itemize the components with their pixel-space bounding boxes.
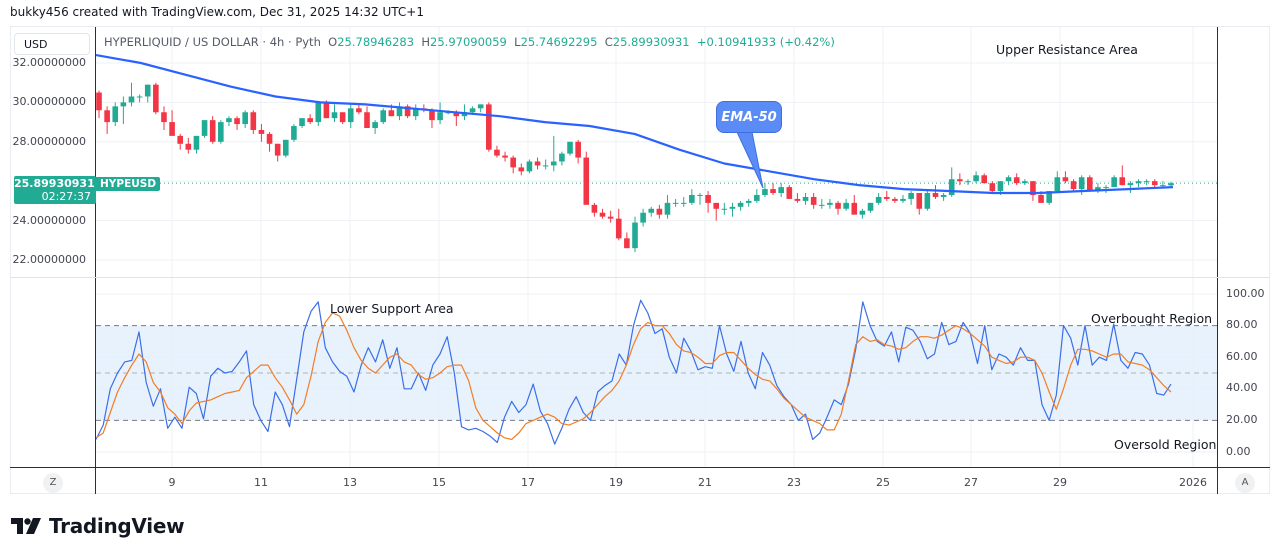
osc-axis-label: 100.00 xyxy=(1226,287,1265,300)
price-axis-label: 30.00000000 xyxy=(12,95,86,108)
time-axis-label: 11 xyxy=(254,476,268,489)
time-axis-label: 29 xyxy=(1053,476,1067,489)
time-axis-label: 25 xyxy=(876,476,890,489)
osc-axis-label: 20.00 xyxy=(1226,413,1258,426)
osc-axis-label: 40.00 xyxy=(1226,381,1258,394)
bar-countdown: 02:27:37 xyxy=(41,190,91,203)
time-axis-label: 13 xyxy=(343,476,357,489)
time-axis-label: 19 xyxy=(609,476,623,489)
symbol-description[interactable]: HYPERLIQUID / US DOLLAR · 4h · Pyth xyxy=(104,35,321,49)
lower-support-annotation: Lower Support Area xyxy=(330,301,454,316)
osc-axis-label: 60.00 xyxy=(1226,350,1258,363)
open-value: 25.78946283 xyxy=(337,35,415,49)
oversold-annotation: Oversold Region xyxy=(1114,437,1217,452)
logo-text: TradingView xyxy=(49,514,185,538)
auto-scale-button[interactable]: A xyxy=(1235,473,1255,493)
timezone-toggle-button[interactable]: Z xyxy=(43,473,63,493)
overbought-annotation: Overbought Region xyxy=(1091,311,1213,326)
time-axis-label: 9 xyxy=(168,476,176,489)
time-axis-label: 21 xyxy=(698,476,712,489)
price-axis-label: 28.00000000 xyxy=(12,135,86,148)
ema-50-callout: EMA-50 xyxy=(716,101,782,133)
symbol-legend: HYPERLIQUID / US DOLLAR · 4h · Pyth O25.… xyxy=(104,35,835,49)
price-axis-label: 24.00000000 xyxy=(12,214,86,227)
close-value: 25.89930931 xyxy=(612,35,690,49)
change-value: +0.10941933 (+0.42%) xyxy=(696,35,835,49)
tradingview-logo[interactable]: TradingView xyxy=(11,514,185,538)
time-axis-label: 17 xyxy=(521,476,535,489)
price-axis-label: 32.00000000 xyxy=(12,56,86,69)
tradingview-logo-icon xyxy=(11,518,41,534)
osc-axis-label: 80.00 xyxy=(1226,318,1258,331)
time-axis-label: 23 xyxy=(787,476,801,489)
high-value: 25.97090059 xyxy=(430,35,507,49)
chart-credit: bukky456 created with TradingView.com, D… xyxy=(10,5,424,19)
currency-button[interactable]: USD xyxy=(14,33,90,55)
upper-resistance-annotation: Upper Resistance Area xyxy=(996,42,1138,57)
low-value: 25.74692295 xyxy=(520,35,598,49)
osc-axis-label: 0.00 xyxy=(1226,445,1251,458)
symbol-tag: HYPEUSD xyxy=(96,177,161,191)
time-axis-label: 27 xyxy=(964,476,978,489)
time-axis-label: 2026 xyxy=(1179,476,1207,489)
price-axis-label: 22.00000000 xyxy=(12,253,86,266)
last-price-tag: 25.89930931 02:27:37 xyxy=(14,176,96,204)
last-price: 25.89930931 xyxy=(14,177,95,190)
time-axis-label: 15 xyxy=(432,476,446,489)
